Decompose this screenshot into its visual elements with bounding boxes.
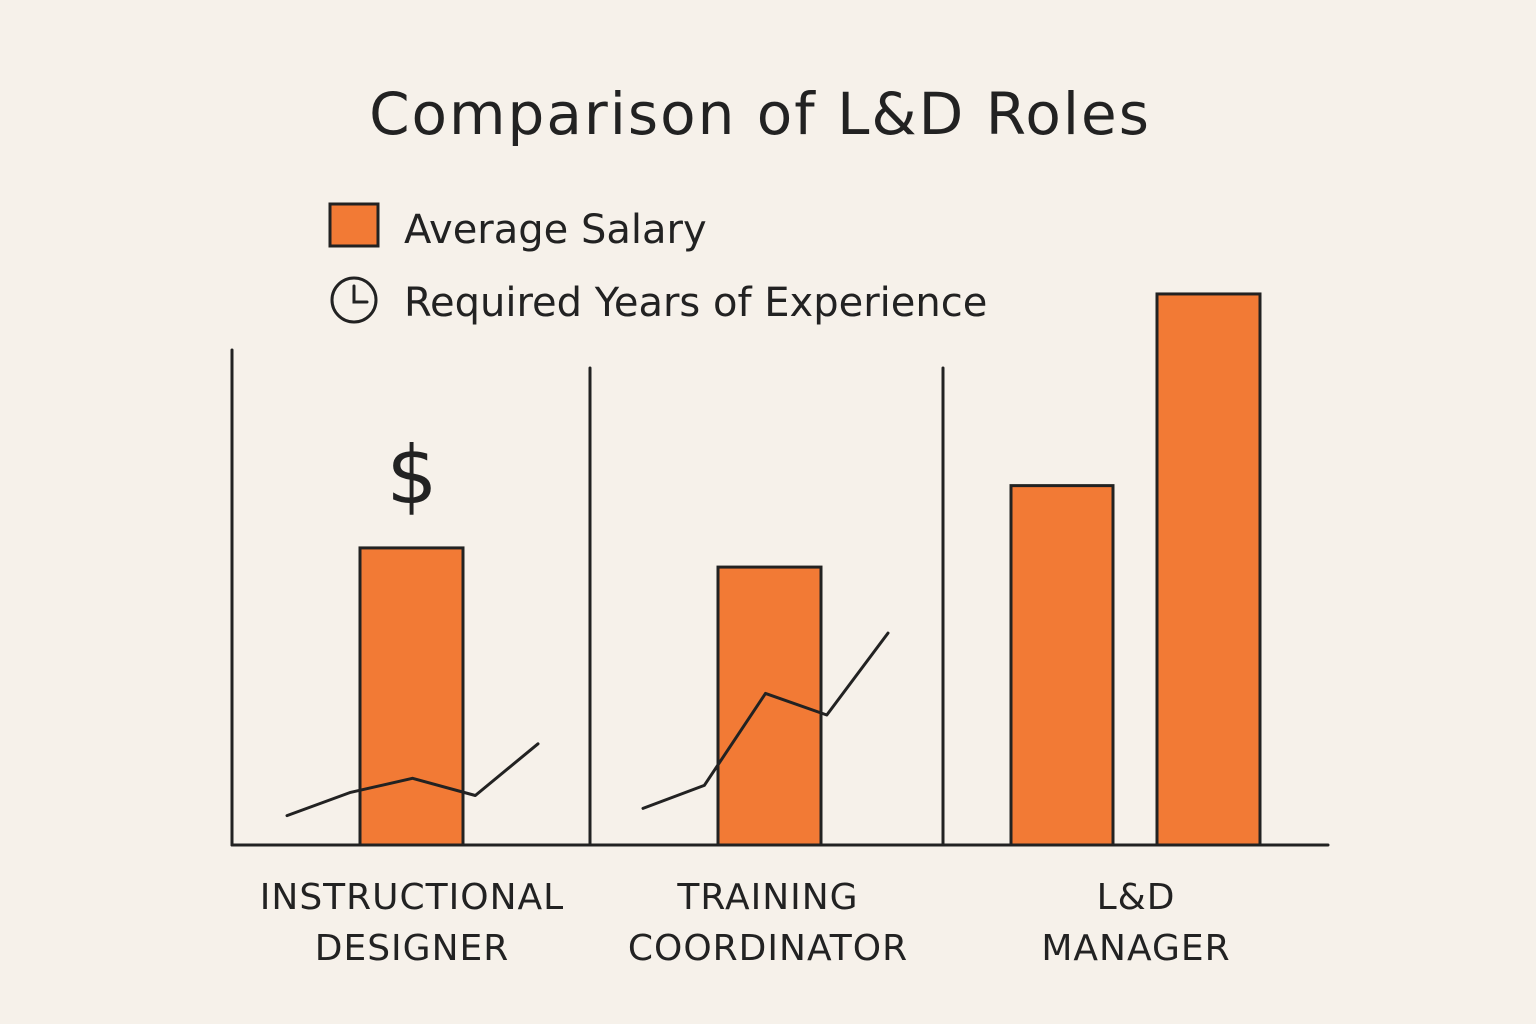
category-labels: INSTRUCTIONAL DESIGNER TRAINING COORDINATOR…: [260, 877, 1230, 969]
category-label: DESIGNER: [315, 928, 510, 969]
experience-line: [641, 631, 890, 810]
salary-bar: [358, 546, 465, 847]
dollar-annotation: $: [387, 429, 438, 522]
chart-title: Comparison of L&D Roles: [369, 80, 1151, 148]
salary-bar: [1155, 292, 1262, 847]
legend: Average Salary Required Years of Experie…: [328, 202, 987, 326]
category-label: COORDINATOR: [628, 928, 908, 969]
salary-bar: [1009, 484, 1115, 847]
experience-line: [285, 742, 540, 818]
category-label: TRAINING: [676, 877, 858, 918]
clock-icon: [330, 276, 378, 324]
legend-experience-label: Required Years of Experience: [404, 280, 987, 326]
experience-lines: [285, 631, 890, 818]
category-label: INSTRUCTIONAL: [260, 877, 564, 918]
legend-salary-label: Average Salary: [404, 207, 707, 253]
category-label: MANAGER: [1041, 928, 1230, 969]
legend-salary-swatch: [328, 202, 380, 248]
category-label: L&D: [1097, 877, 1176, 918]
bars: [358, 292, 1262, 847]
